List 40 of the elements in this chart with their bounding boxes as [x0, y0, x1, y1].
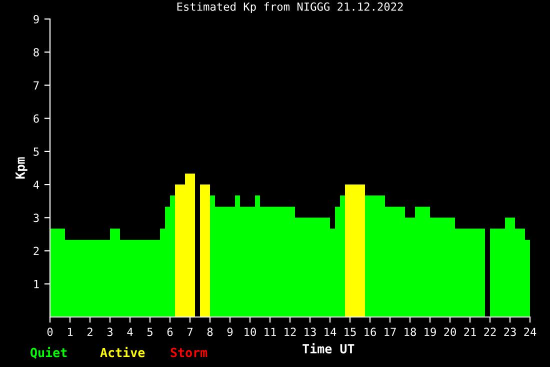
x-tick-label: 6 — [167, 328, 173, 336]
y-tick-label: 5 — [34, 148, 39, 156]
x-tick-label: 11 — [264, 328, 276, 336]
x-tick-label: 22 — [484, 328, 496, 336]
x-tick-label: 13 — [304, 328, 316, 336]
x-tick-label: 14 — [324, 328, 336, 336]
x-tick-label: 10 — [244, 328, 256, 336]
x-tick-label: 15 — [344, 328, 356, 336]
x-tick-label: 17 — [384, 328, 396, 336]
x-tick-label: 2 — [87, 328, 92, 336]
y-tick-label: 3 — [34, 214, 39, 222]
text: Storm — [170, 348, 208, 358]
y-tick-label: 8 — [34, 48, 39, 57]
x-tick-label: 18 — [404, 328, 416, 336]
x-tick-label: 0 — [47, 328, 53, 336]
chart-title: Estimated Kp from NIGGG 21.12.2022 — [177, 2, 403, 13]
x-tick-label: 16 — [364, 328, 376, 336]
x-tick-label: 8 — [207, 328, 213, 336]
x-axis-title: Time UT — [302, 343, 354, 354]
x-tick-label: 19 — [424, 328, 436, 336]
y-tick-label: 2 — [34, 246, 39, 256]
text: Active — [100, 346, 145, 358]
x-tick-label: 5 — [147, 328, 152, 336]
y-tick-label: 6 — [34, 114, 39, 123]
x-tick-label: 20 — [444, 328, 456, 336]
x-tick-label: 9 — [227, 328, 233, 336]
x-tick-label: 23 — [504, 328, 516, 336]
x-tick-label: 3 — [107, 328, 113, 336]
y-axis-title: Kpm — [16, 157, 28, 179]
x-tick-label: 24 — [524, 328, 536, 336]
x-tick-label: 12 — [284, 328, 296, 336]
y-tick-label: 4 — [33, 180, 40, 189]
x-tick-label: 4 — [127, 328, 133, 336]
y-tick-label: 7 — [34, 81, 39, 90]
y-tick-label: 9 — [34, 15, 39, 24]
x-tick-label: 1 — [68, 328, 73, 336]
y-tick-label: 1 — [34, 280, 39, 288]
x-tick-label: 21 — [464, 328, 476, 336]
x-tick-label: 7 — [187, 328, 193, 336]
text: Quiet — [30, 346, 67, 359]
